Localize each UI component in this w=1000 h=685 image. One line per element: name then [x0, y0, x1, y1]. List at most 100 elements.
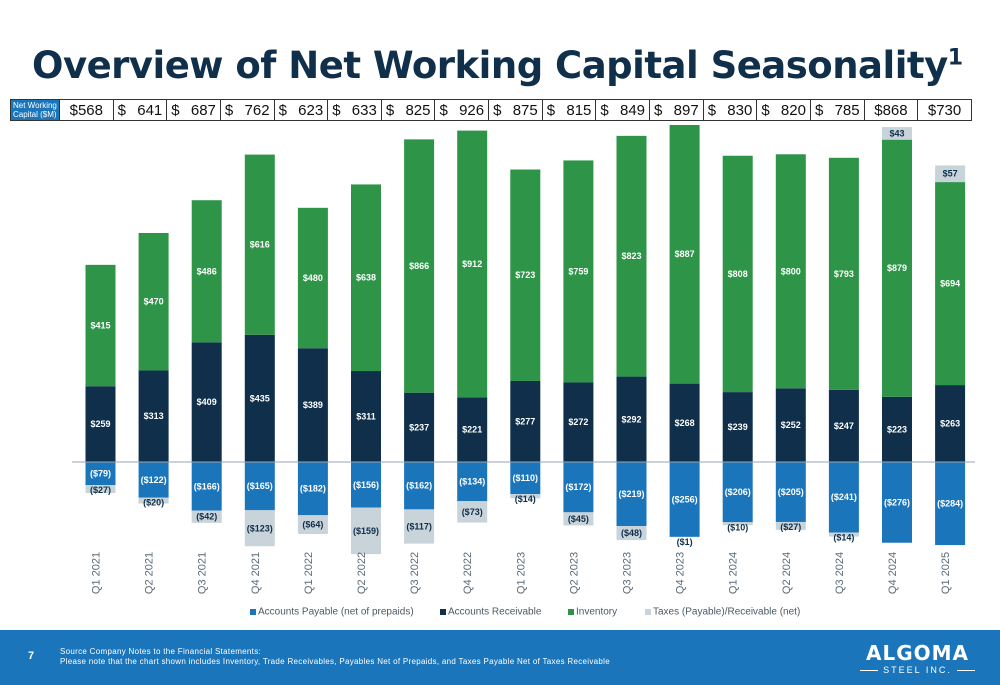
logo-wordmark: ALGOMA — [865, 641, 970, 665]
nwc-cell: $815 — [541, 100, 596, 120]
legend-label: Accounts Payable (net of prepaids) — [258, 607, 414, 618]
nwc-value: 926 — [459, 101, 485, 119]
tax-bar — [882, 127, 912, 140]
payable-label: ($256) — [672, 494, 698, 504]
nwc-currency: $ — [654, 101, 663, 119]
nwc-currency: $ — [546, 101, 556, 119]
payable-bar — [669, 462, 700, 537]
payable-label: ($284) — [937, 499, 963, 509]
nwc-cell: $633 — [327, 100, 381, 120]
payable-bar — [510, 462, 541, 495]
tax-label: ($45) — [568, 514, 589, 524]
inventory-label: $823 — [621, 251, 641, 261]
payable-label: ($79) — [90, 469, 111, 479]
logo-rule-left — [860, 669, 879, 671]
nwc-currency: $ — [707, 101, 717, 119]
inventory-label: $694 — [940, 279, 960, 289]
payable-label: ($156) — [353, 480, 379, 490]
payable-label: ($122) — [141, 475, 167, 485]
receivable-bar — [669, 383, 700, 462]
category-label: Q1 2023 — [515, 552, 527, 594]
tax-bar — [404, 509, 435, 544]
category-label: Q4 2021 — [250, 552, 262, 594]
nwc-cell: $897 — [649, 100, 703, 120]
tax-label: ($159) — [353, 526, 379, 536]
nwc-value: 641 — [137, 101, 163, 119]
category-label: Q1 2024 — [728, 552, 740, 594]
nwc-currency: $ — [224, 101, 234, 119]
nwc-value: 762 — [244, 101, 270, 119]
tax-bar — [191, 510, 222, 523]
inventory-label: $800 — [781, 266, 801, 276]
receivable-label: $223 — [887, 424, 907, 434]
category-label: Q4 2022 — [462, 552, 474, 594]
receivable-label: $272 — [568, 417, 588, 427]
receivable-bar — [404, 392, 435, 462]
receivable-label: $292 — [621, 414, 641, 424]
payable-label: ($182) — [300, 484, 326, 494]
nwc-cell: $830 — [702, 100, 757, 120]
tax-bar — [457, 501, 488, 523]
inventory-bar — [935, 182, 966, 386]
nwc-row-label: Net Working Capital ($M) — [11, 100, 59, 120]
legend-label: Inventory — [576, 607, 617, 618]
category-label: Q4 2024 — [887, 552, 899, 594]
page-number: 7 — [28, 650, 35, 662]
tax-label: ($64) — [302, 520, 323, 530]
payable-bar — [351, 462, 381, 508]
category-label: Q3 2023 — [622, 552, 634, 594]
receivable-bar — [775, 388, 806, 462]
nwc-value: 623 — [298, 101, 324, 119]
nwc-value: 633 — [351, 101, 377, 119]
nwc-value: 849 — [620, 101, 646, 119]
inventory-label: $723 — [515, 270, 535, 280]
inventory-bar — [828, 157, 859, 390]
tax-bar — [616, 526, 647, 541]
payable-bar — [882, 462, 912, 543]
inventory-label: $480 — [303, 273, 323, 283]
receivable-label: $239 — [728, 422, 748, 432]
receivable-label: $313 — [144, 411, 164, 421]
payable-label: ($134) — [459, 477, 485, 487]
payable-bar — [828, 462, 859, 533]
receivable-label: $221 — [462, 425, 482, 435]
nwc-value: 687 — [190, 101, 216, 119]
tax-bar — [722, 522, 753, 526]
title-footnote-mark: 1 — [947, 45, 963, 71]
tax-label: ($20) — [143, 498, 164, 508]
nwc-value: 785 — [834, 101, 860, 119]
source-line-2: Please note that the chart shown include… — [60, 657, 610, 666]
logo-subtitle: STEEL INC. — [883, 665, 952, 675]
tax-label: ($10) — [727, 522, 748, 532]
nwc-currency: $ — [439, 101, 448, 119]
receivable-bar — [138, 370, 169, 462]
legend-swatch — [250, 609, 256, 615]
inventory-bar — [404, 139, 435, 393]
payable-bar — [191, 462, 222, 511]
tax-label: $57 — [943, 169, 958, 179]
inventory-label: $808 — [728, 269, 748, 279]
payable-bar — [775, 462, 806, 522]
tax-label: ($27) — [90, 485, 111, 495]
tax-label: ($42) — [196, 512, 217, 522]
nwc-value: 830 — [727, 101, 753, 119]
nwc-currency: $ — [117, 101, 126, 119]
stacked-bar-chart: $259 $415 ($79) ($27) Q1 2021 $313 $470 ($122) (… — [72, 125, 975, 618]
receivable-bar — [563, 382, 594, 462]
payable-bar — [85, 462, 116, 486]
category-label: Q2 2024 — [781, 552, 793, 594]
source-line-1: Source Company Notes to the Financial St… — [60, 647, 262, 656]
nwc-cell: $641 — [112, 100, 167, 120]
receivable-bar — [882, 396, 912, 462]
nwc-cell: $849 — [595, 100, 649, 120]
legend-swatch — [440, 609, 446, 615]
receivable-label: $409 — [197, 397, 217, 407]
nwc-cell: $868 — [863, 100, 918, 120]
inventory-bar — [775, 154, 806, 389]
category-label: Q2 2022 — [356, 552, 368, 594]
category-label: Q1 2022 — [303, 552, 315, 594]
receivable-label: $247 — [834, 421, 854, 431]
nwc-value: 897 — [673, 101, 699, 119]
tax-bar — [828, 532, 859, 537]
inventory-bar — [882, 139, 912, 397]
